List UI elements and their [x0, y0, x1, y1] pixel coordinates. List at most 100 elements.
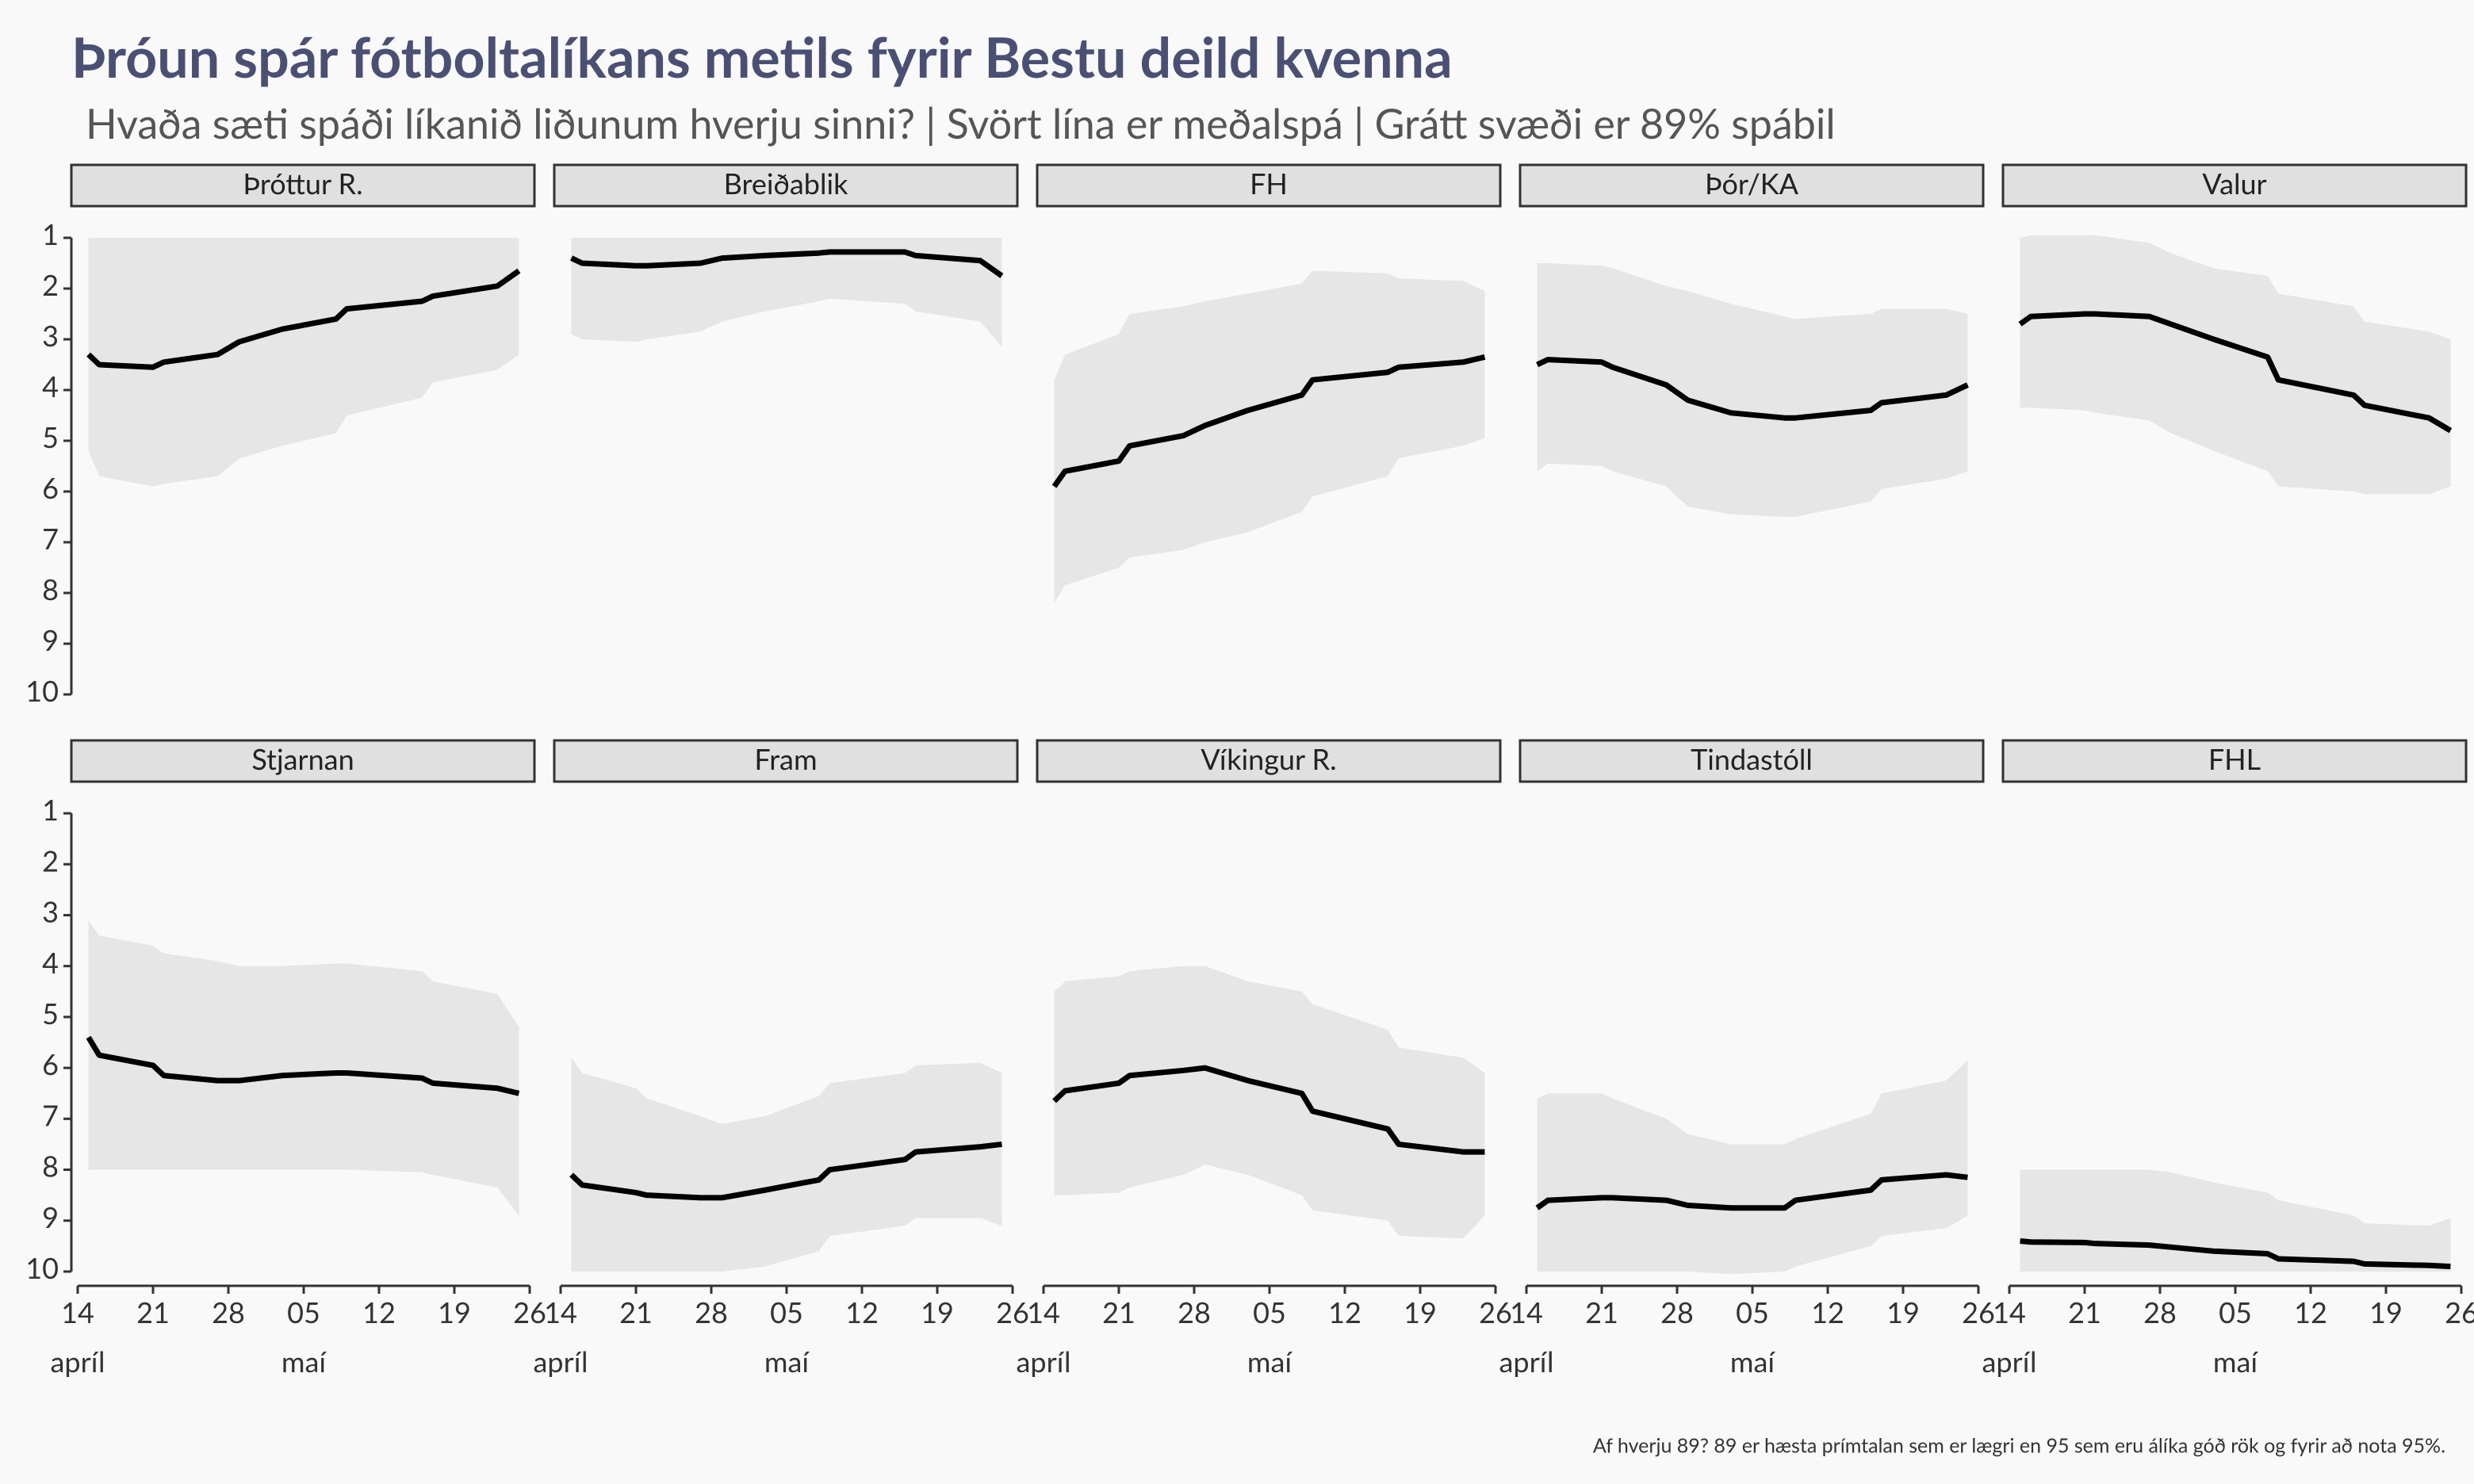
x-tick-label: 26 [2445, 1295, 2474, 1329]
interval-band [1054, 966, 1485, 1239]
mean-line [1052, 1065, 1485, 1155]
interval-band [2020, 235, 2451, 495]
y-tick-label: 5 [42, 996, 59, 1031]
x-tick-label: 19 [921, 1295, 954, 1329]
y-tick-label: 10 [25, 1250, 59, 1285]
x-tick-label: 26 [996, 1295, 1029, 1329]
mean-line [1536, 357, 1969, 421]
mean-line [569, 1141, 1002, 1201]
facet-strip [553, 739, 1019, 783]
facet-label: Stjarnan [251, 741, 354, 776]
facet-strip [1036, 739, 1502, 783]
mean-line [86, 1035, 520, 1096]
y-tick-label: 2 [42, 843, 59, 878]
y-tick-label: 5 [42, 419, 59, 454]
mean-line [86, 268, 521, 370]
y-tick-label: 1 [42, 792, 59, 827]
x-month-label: apríl [1499, 1344, 1554, 1379]
x-tick-label: 26 [513, 1295, 546, 1329]
x-tick-label: 21 [2068, 1295, 2101, 1329]
x-tick-label: 26 [1962, 1295, 1995, 1329]
y-tick-label: 10 [25, 673, 59, 708]
x-tick-label: 19 [438, 1295, 471, 1329]
y-tick-label: 7 [42, 521, 59, 556]
facet-strip [70, 163, 536, 208]
x-tick-label: 14 [1993, 1295, 2026, 1329]
facet-strip [2001, 739, 2468, 783]
facet-strip [1036, 163, 1502, 208]
x-tick-label: 19 [1404, 1295, 1437, 1329]
facet-label: Þór/KA [1705, 166, 1799, 201]
facet-strip [553, 163, 1019, 208]
facet-label: Tindastóll [1691, 741, 1813, 776]
x-tick-label: 12 [1811, 1295, 1844, 1329]
interval-band [571, 1058, 1002, 1272]
x-tick-label: 21 [1102, 1295, 1136, 1329]
interval-band [1054, 270, 1485, 603]
x-tick-label: 05 [1253, 1295, 1286, 1329]
x-tick-label: 19 [2369, 1295, 2403, 1329]
facet-strip [2001, 163, 2468, 208]
mean-line [570, 249, 1004, 278]
mean-line [1535, 1172, 1968, 1211]
y-tick-label: 4 [42, 945, 59, 980]
x-month-label: maí [1730, 1344, 1776, 1379]
x-tick-label: 05 [2219, 1295, 2252, 1329]
x-tick-label: 28 [1660, 1295, 1694, 1329]
facet-strip [70, 739, 536, 783]
x-tick-label: 26 [1479, 1295, 1512, 1329]
y-tick-label: 6 [42, 470, 59, 505]
x-tick-label: 14 [1510, 1295, 1543, 1329]
mean-line [1051, 354, 1486, 488]
facet-label: Valur [2202, 166, 2266, 201]
x-month-label: maí [2213, 1344, 2259, 1379]
y-tick-label: 3 [42, 894, 59, 929]
x-tick-label: 05 [770, 1295, 803, 1329]
x-tick-label: 19 [1886, 1295, 1920, 1329]
x-month-label: maí [1247, 1344, 1293, 1379]
x-tick-label: 05 [287, 1295, 320, 1329]
x-tick-label: 12 [845, 1295, 879, 1329]
chart-title: Þróun spár fótboltalíkans metils fyrir B… [71, 23, 1453, 90]
x-month-label: apríl [1982, 1344, 2037, 1379]
y-tick-label: 9 [42, 1199, 59, 1234]
interval-band [88, 920, 519, 1216]
y-tick-label: 3 [42, 318, 59, 353]
x-tick-label: 12 [362, 1295, 396, 1329]
x-tick-label: 28 [1178, 1295, 1211, 1329]
interval-band [1537, 1060, 1968, 1275]
mean-line [2018, 311, 2453, 434]
x-tick-label: 21 [1585, 1295, 1618, 1329]
y-tick-label: 8 [42, 572, 59, 606]
y-tick-label: 9 [42, 622, 59, 657]
x-month-label: apríl [1017, 1344, 1071, 1379]
facet-label: Breiðablik [724, 166, 848, 201]
x-tick-label: 21 [619, 1295, 653, 1329]
x-tick-label: 05 [1736, 1295, 1769, 1329]
y-tick-label: 1 [42, 216, 59, 251]
mean-line [2020, 1237, 2451, 1270]
x-tick-label: 14 [61, 1295, 94, 1329]
y-tick-label: 7 [42, 1097, 59, 1132]
facet-label: Fram [754, 741, 817, 776]
y-tick-label: 8 [42, 1149, 59, 1184]
x-month-label: apríl [51, 1344, 105, 1379]
facet-label: Víkingur R. [1201, 741, 1336, 776]
facet-label: FH [1250, 166, 1288, 201]
x-tick-label: 14 [544, 1295, 577, 1329]
y-tick-label: 6 [42, 1046, 59, 1081]
x-tick-label: 12 [1328, 1295, 1361, 1329]
x-tick-label: 28 [212, 1295, 245, 1329]
x-month-label: apríl [534, 1344, 588, 1379]
x-tick-label: 21 [136, 1295, 170, 1329]
interval-band [1537, 263, 1968, 517]
y-tick-label: 4 [42, 369, 59, 404]
facet-label: Þróttur R. [243, 166, 362, 201]
facet-strip [1518, 163, 1985, 208]
caption: Af hverju 89? 89 er hæsta prímtalan sem … [1593, 1433, 2445, 1457]
y-tick-label: 2 [42, 267, 59, 302]
x-month-label: maí [764, 1344, 810, 1379]
x-tick-label: 14 [1027, 1295, 1060, 1329]
facet-label: FHL [2208, 741, 2261, 776]
